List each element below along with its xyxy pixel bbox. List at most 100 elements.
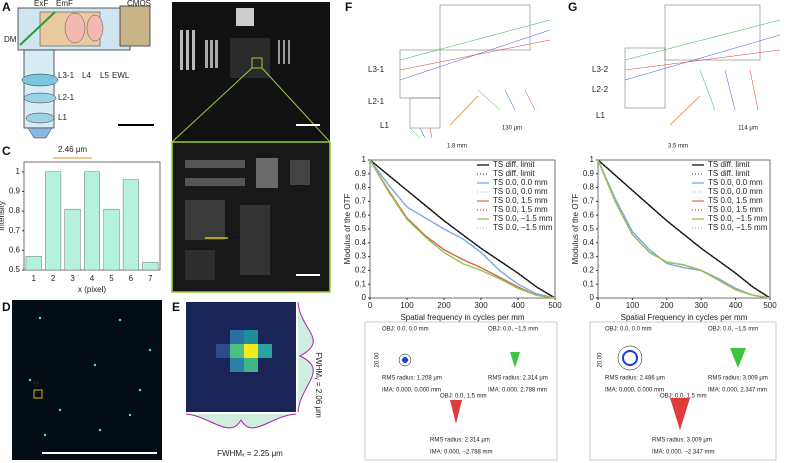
- part-label: L2-1: [58, 93, 75, 102]
- fwhm-label: FWHMᵧ = 2.06 μm: [314, 352, 323, 418]
- part-label: L4: [82, 71, 91, 80]
- x-tick-label: 400: [729, 301, 743, 310]
- x-tick-label: 500: [548, 301, 562, 310]
- legend-label: TS 0.0, 1.5 mm: [708, 205, 763, 214]
- optics-f: [399, 4, 551, 139]
- panel-label: F: [345, 0, 352, 14]
- y-tick-label: 0.3: [355, 252, 367, 261]
- microscope-schematic: [17, 5, 154, 139]
- marker-label: C: [232, 232, 240, 244]
- y-tick-label: 0.7: [355, 197, 367, 206]
- series-line: [597, 159, 771, 299]
- x-tick-label: 6: [129, 274, 134, 283]
- x-tick-label: 200: [437, 301, 451, 310]
- legend-label: TS 0.0, 0.0 mm: [493, 178, 548, 187]
- panel-label: C: [2, 144, 11, 158]
- bar: [122, 179, 139, 271]
- spot-ima: IMA: 0.000, 2.788 mm: [488, 388, 547, 394]
- part-label: DM: [4, 35, 17, 44]
- y-tick-label: 0.5: [355, 224, 367, 233]
- part-label: ExF: [34, 0, 48, 8]
- y-tick-label: 0.6: [583, 210, 595, 219]
- scale-label: 1.8 mm: [447, 144, 467, 150]
- y-tick-label: 0.9: [355, 169, 367, 178]
- plot-frame: [597, 159, 771, 299]
- x-tick-label: 4: [90, 274, 95, 283]
- spot-obj: OBJ: 0.0, 0.0 mm: [382, 327, 429, 333]
- panel-label: G: [568, 0, 577, 14]
- series-line: [369, 159, 556, 299]
- y-tick-label: 0.1: [583, 279, 595, 288]
- spot-ima: IMA: 0.000, 2.347 mm: [708, 388, 767, 394]
- y-tick-label: 0.8: [583, 183, 595, 192]
- legend-label: TS diff. limit: [708, 160, 750, 169]
- y-tick-label: 0.6: [355, 210, 367, 219]
- spot-ima: IMA: 0.000, −2.788 mm: [430, 450, 493, 456]
- lens-label: L3-1: [368, 65, 385, 74]
- x-tick-label: 3: [70, 274, 75, 283]
- x-tick-label: 300: [695, 301, 709, 310]
- bar: [142, 261, 159, 271]
- y-tick-label: 0.4: [355, 238, 367, 247]
- x-axis-label: Spatial Frequency in cycles per mm: [621, 313, 748, 322]
- x-axis-label: Spatial frequency in cycles per mm: [400, 313, 524, 322]
- bar: [103, 208, 120, 271]
- series-line: [369, 159, 556, 299]
- spot-ima: IMA: 0.000, 0.000 mm: [605, 388, 664, 394]
- spot-scale: 20.00: [375, 352, 381, 368]
- spot-ima: IMA: 0.000, −2.347 mm: [652, 450, 715, 456]
- series-line: [369, 159, 556, 299]
- part-label: EWL: [112, 71, 130, 80]
- plot-frame: [369, 159, 556, 299]
- y-tick-label: 0.2: [355, 266, 367, 275]
- y-axis-label: Intensity: [0, 201, 6, 231]
- legend-label: TS diff. limit: [493, 169, 535, 178]
- spot-ima: IMA: 0.000, 0.000 mm: [382, 388, 441, 394]
- lens-label: L1: [596, 111, 605, 120]
- legend-label: TS 0.0, −1.5 mm: [493, 214, 553, 223]
- spot-obj: OBJ: 0.0, −1.5 mm: [488, 327, 538, 333]
- fwhm-label: FWHMₓ = 2.25 μm: [217, 449, 283, 458]
- y-tick-label: 0.9: [583, 169, 595, 178]
- bar: [84, 171, 100, 271]
- legend-label: TS 0.0, −1.5 mm: [493, 223, 553, 232]
- x-tick-label: 1: [31, 274, 36, 283]
- spot-obj: OBJ: 0.0, 0.0 mm: [605, 327, 652, 333]
- legend-label: TS 0.0, −1.5 mm: [708, 223, 768, 232]
- x-tick-label: 100: [400, 301, 414, 310]
- y-tick-label: 0: [590, 293, 595, 302]
- scale-label: 130 μm: [502, 126, 522, 132]
- part-label: L1: [58, 113, 67, 122]
- x-tick-label: 100: [626, 301, 640, 310]
- bar: [25, 256, 42, 271]
- lens-label: L3-2: [592, 65, 609, 74]
- y-tick-label: 0.1: [355, 279, 367, 288]
- bar: [45, 171, 62, 271]
- optics-g: [624, 4, 781, 126]
- x-tick-label: 2: [51, 274, 56, 283]
- lens-label: L1: [380, 121, 389, 130]
- x-axis-label: x (pixel): [78, 285, 106, 294]
- y-tick-label: 0.8: [9, 206, 21, 215]
- x-tick-label: 0: [368, 301, 373, 310]
- lens-label: L2-1: [368, 97, 385, 106]
- y-tick-label: 0: [362, 293, 367, 302]
- y-tick-label: 0.3: [583, 252, 595, 261]
- x-tick-label: 400: [511, 301, 525, 310]
- series-line: [369, 159, 556, 299]
- bar: [64, 208, 81, 271]
- y-tick-label: 0.6: [9, 245, 21, 254]
- x-tick-label: 200: [660, 301, 674, 310]
- spot-rms: RMS radius: 2.314 μm: [430, 438, 490, 444]
- x-tick-label: 5: [109, 274, 114, 283]
- spot-rms: RMS radius: 1.208 μm: [382, 376, 442, 382]
- part-label: L3-1: [58, 71, 75, 80]
- panel-label: E: [172, 300, 180, 314]
- part-label: L5: [100, 71, 109, 80]
- legend-label: TS diff. limit: [708, 169, 750, 178]
- y-tick-label: 0.4: [583, 238, 595, 247]
- panel-label: D: [2, 300, 11, 314]
- legend-label: TS 0.0, 1.5 mm: [708, 196, 763, 205]
- legend-label: TS 0.0, 1.5 mm: [493, 205, 548, 214]
